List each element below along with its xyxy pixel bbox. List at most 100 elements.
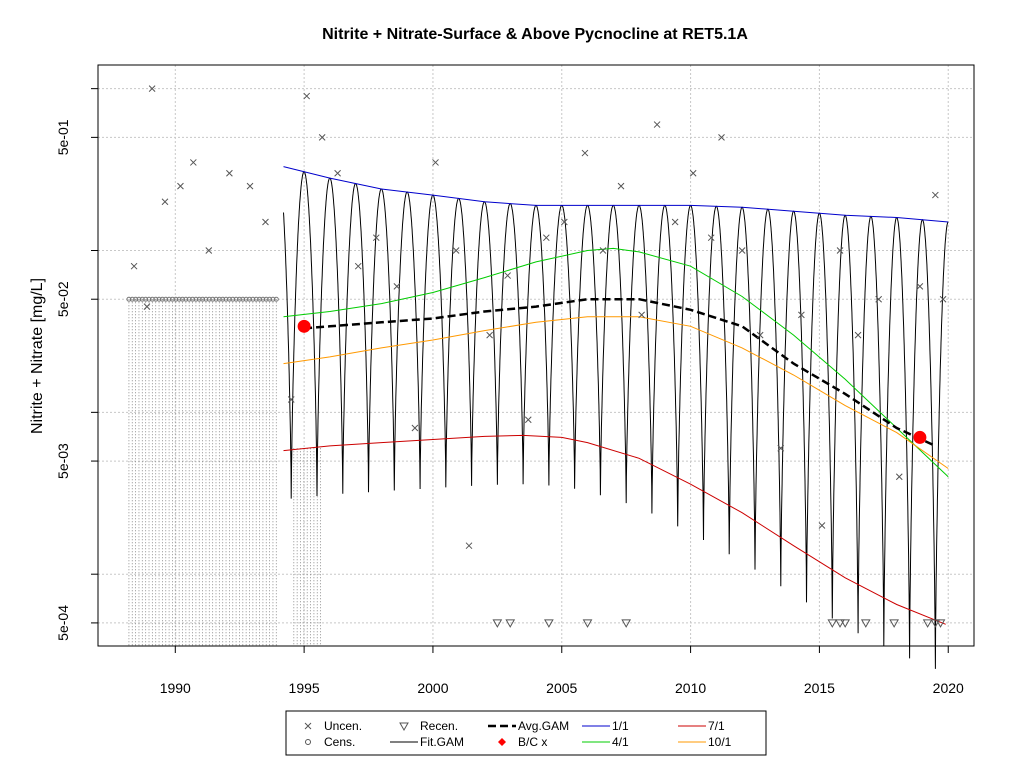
legend-label: B/C x	[518, 735, 547, 749]
censored-point	[230, 296, 236, 302]
legend-label: Cens.	[324, 735, 355, 749]
censored-point	[153, 296, 159, 302]
legend-swatch-uncensored	[304, 722, 312, 730]
censored-point	[263, 296, 269, 302]
censored-point	[196, 296, 202, 302]
x-axis: 1990 1995 2000 2005 2010 2015 2020	[160, 646, 964, 696]
uncensored-point	[354, 262, 362, 270]
uncensored-point	[689, 169, 697, 177]
series-1-1	[283, 166, 949, 223]
censored-point	[240, 296, 246, 302]
uncensored-point	[777, 444, 785, 452]
uncensored-point	[432, 159, 439, 166]
x-tick-label: 1990	[160, 680, 191, 696]
censored-point	[257, 296, 263, 302]
censored-point	[250, 296, 256, 302]
recensored-point	[505, 619, 516, 628]
censored-point	[133, 296, 139, 302]
legend-label: Recen.	[420, 719, 458, 733]
censored-point	[190, 296, 196, 302]
censored-point	[213, 296, 219, 302]
x-tick-label: 2000	[417, 680, 448, 696]
uncensored-point	[738, 247, 746, 254]
recensored-point	[935, 619, 946, 628]
recensored-point	[492, 619, 503, 628]
uncensored-point	[287, 396, 295, 403]
x-tick-label: 2015	[804, 680, 835, 696]
uncensored-point	[524, 416, 532, 424]
series-avg-gam	[303, 297, 936, 448]
legend: Uncen. Recen. Avg.GAM 1/1 7/1 Cens. Fit.GAM B/C…	[285, 710, 767, 756]
censored-point	[193, 296, 199, 302]
censored-point	[200, 296, 206, 302]
censored-point	[246, 296, 252, 302]
censored-point	[243, 296, 249, 302]
uncensored-point	[189, 159, 197, 166]
y-tick-label: 5e-01	[55, 119, 71, 155]
uncensored-point	[895, 473, 903, 481]
uncensored-point	[875, 295, 883, 303]
uncensored-point	[303, 92, 311, 100]
recensored-point	[930, 619, 941, 628]
uncensored-point	[931, 191, 939, 199]
uncensored-point	[599, 247, 607, 254]
series-fit-gam	[283, 171, 949, 669]
chart-title: Nitrite + Nitrate-Surface & Above Pycnoc…	[322, 26, 748, 43]
censored-point	[226, 296, 232, 302]
legend-swatch-bc	[498, 738, 506, 746]
recensored-point	[860, 619, 871, 628]
censored-point	[139, 296, 145, 302]
censored-point	[236, 296, 242, 302]
recensored-point	[544, 619, 554, 628]
uncensored-point	[148, 85, 156, 93]
censored-point	[253, 296, 259, 302]
recensored-point	[582, 619, 593, 628]
censored-point	[216, 296, 222, 302]
y-tick-label: 5e-04	[55, 605, 71, 641]
bc-point	[297, 319, 311, 333]
uncensored-point	[334, 169, 341, 177]
censored-point	[220, 296, 226, 302]
recensored-point	[827, 619, 838, 628]
censored-point	[146, 296, 152, 302]
censored-point	[156, 296, 162, 302]
x-tick-label: 2010	[675, 680, 706, 696]
series-7-1	[283, 434, 946, 625]
uncensored-point	[452, 247, 460, 254]
recensored-point	[621, 619, 632, 628]
censored-point	[233, 296, 239, 302]
series-layer	[126, 85, 949, 669]
uncensored-point	[939, 295, 947, 303]
uncensored-point	[818, 522, 826, 529]
grid-lines	[98, 65, 974, 646]
uncensored-point	[916, 283, 924, 290]
y-tick-label: 5e-02	[55, 281, 71, 317]
uncensored-point	[617, 182, 625, 190]
series-4-1	[283, 247, 949, 478]
censored-point	[163, 296, 169, 302]
uncensored-point	[161, 198, 169, 206]
uncensored-point	[246, 182, 254, 190]
bc-point	[913, 430, 927, 444]
uncensored-point	[836, 247, 844, 254]
x-tick-label: 2020	[933, 680, 964, 696]
x-tick-label: 1995	[289, 680, 320, 696]
censored-point	[173, 296, 179, 302]
censored-point	[210, 296, 216, 302]
plot-frame	[97, 64, 975, 647]
uncensored-point	[143, 303, 151, 310]
legend-label: 10/1	[708, 735, 732, 749]
censored-point	[136, 296, 142, 302]
censored-point	[203, 296, 209, 302]
legend-label: 1/1	[612, 719, 629, 733]
uncensored-point	[393, 283, 401, 290]
censored-point	[176, 296, 182, 302]
censored-point	[267, 296, 273, 302]
x-tick-label: 2005	[546, 680, 577, 696]
legend-label: Avg.GAM	[518, 719, 569, 733]
y-axis-label: Nitrite + Nitrate [mg/L]	[29, 278, 46, 434]
recensored-point	[922, 619, 933, 628]
legend-swatch-censored	[305, 739, 311, 745]
